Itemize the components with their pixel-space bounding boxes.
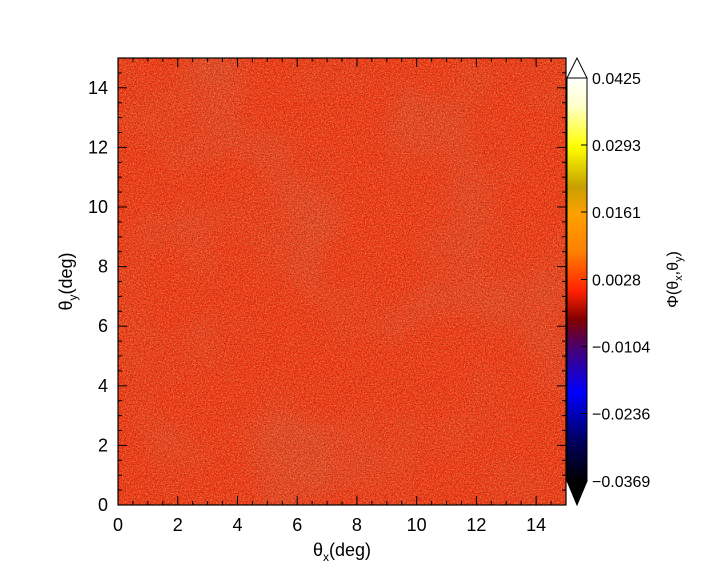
- colorbar-label-sub1: x: [673, 275, 685, 281]
- x-tick-label: 14: [526, 515, 546, 535]
- colorbar-max-extension-arrow: [566, 56, 588, 79]
- y-tick-label: 2: [98, 435, 108, 455]
- heatmap: [118, 58, 566, 505]
- x-axis-label-symbol: θ: [313, 540, 323, 560]
- y-tick-label: 12: [88, 137, 108, 157]
- y-axis-label-symbol: θ: [56, 301, 76, 311]
- colorbar-tick-label: −0.0236: [592, 406, 650, 423]
- y-axis-label-subscript: y: [66, 295, 80, 301]
- colorbar-tick-label: 0.0028: [592, 273, 641, 290]
- y-tick-label: 6: [98, 316, 108, 336]
- axis-ticks: [117, 57, 567, 506]
- x-tick-label: 10: [407, 515, 427, 535]
- colorbar-ticks: 0.0425 0.0293 0.0161 0.0028 −0.0104 −0.0236 −0…: [581, 71, 650, 491]
- y-tick-label: 14: [88, 78, 108, 98]
- colorbar-label-mid: ,θ: [665, 262, 682, 275]
- colorbar-label-pre: Φ(θ: [665, 281, 682, 308]
- x-tick-label: 0: [113, 515, 123, 535]
- heatmap-light-noise-layer: [118, 58, 566, 505]
- colorbar-tick-label: 0.0161: [592, 205, 641, 222]
- colorbar-tick-label: 0.0293: [592, 138, 641, 155]
- colorbar-tick-label: −0.0104: [592, 339, 650, 356]
- x-tick-label: 2: [173, 515, 183, 535]
- x-tick-label: 12: [466, 515, 486, 535]
- y-axis-label-unit: (deg): [56, 252, 76, 294]
- y-tick-label: 10: [88, 197, 108, 217]
- colorbar: 0.0425 0.0293 0.0161 0.0028 −0.0104 −0.0236 −0…: [566, 56, 685, 507]
- y-tick-label: 0: [98, 495, 108, 515]
- x-axis-label-subscript: x: [323, 550, 329, 564]
- colorbar-tick-label: 0.0425: [592, 71, 641, 88]
- colorbar-gradient: [567, 78, 587, 481]
- y-tick-label: 4: [98, 376, 108, 396]
- colorbar-label-post: ): [665, 251, 682, 256]
- tick-labels: 0 2 4 6 8 10 12 14 0 2 4 6 8 10 12 14: [88, 78, 546, 535]
- x-tick-label: 6: [292, 515, 302, 535]
- x-axis-label: θx(deg): [313, 540, 371, 564]
- colorbar-label: Φ(θx,θy): [665, 251, 685, 308]
- y-axis-label: θy(deg): [56, 252, 80, 310]
- x-tick-label: 4: [232, 515, 242, 535]
- colorbar-tick-label: −0.0369: [592, 474, 650, 491]
- x-tick-label: 8: [352, 515, 362, 535]
- y-tick-label: 8: [98, 257, 108, 277]
- x-axis-label-unit: (deg): [329, 540, 371, 560]
- colorbar-label-sub2: y: [673, 256, 685, 262]
- colorbar-min-extension-arrow: [566, 480, 588, 507]
